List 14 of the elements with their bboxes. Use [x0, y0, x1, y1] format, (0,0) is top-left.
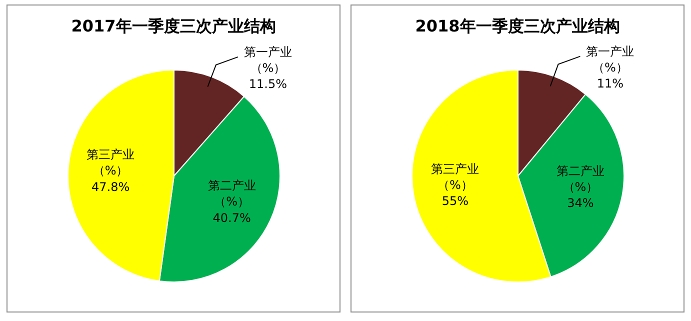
- slice-label: 第二产业（%）: [556, 164, 604, 194]
- slice-label: 第三产业（%）: [86, 148, 135, 178]
- data-label: 47.8%: [91, 180, 130, 194]
- slice-label: 第一产业（%）: [586, 44, 634, 75]
- slice-label: 第二产业（%）: [208, 178, 256, 209]
- data-label: 11%: [596, 76, 624, 91]
- slice-label: 第一产业（%）: [244, 45, 292, 76]
- chart-title: 2018年一季度三次产业结构: [415, 16, 620, 36]
- data-label: 55%: [442, 194, 469, 208]
- data-label: 40.7%: [212, 210, 251, 225]
- data-label: 34%: [567, 196, 594, 210]
- data-label: 11.5%: [248, 77, 288, 92]
- slice-label: 第三产业（%）: [431, 162, 480, 192]
- chart-title: 2017年一季度三次产业结构: [71, 16, 276, 36]
